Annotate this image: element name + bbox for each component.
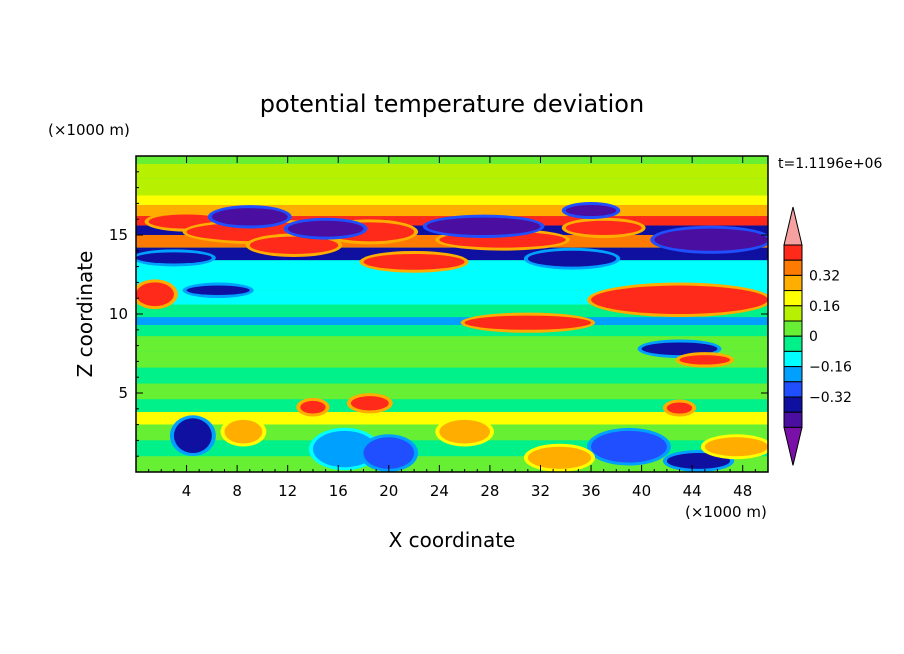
- y-tick-label: 5: [118, 384, 128, 402]
- x-tick-label: 32: [531, 482, 550, 500]
- x-tick-label: 36: [581, 482, 600, 500]
- x-tick-label: 28: [480, 482, 499, 500]
- y-axis-label: Z coordinate: [73, 251, 97, 378]
- colorbar-segment: [783, 259, 803, 276]
- feature-core: [300, 400, 326, 414]
- colorbar-segment: [783, 411, 803, 428]
- feature-core: [654, 228, 768, 251]
- field-band: [136, 325, 768, 337]
- field-band: [136, 367, 768, 384]
- colorbar-segment: [783, 396, 803, 413]
- x-tick-label: 8: [232, 482, 242, 500]
- feature-core: [136, 252, 212, 264]
- field-band: [136, 411, 768, 425]
- features-layer: [136, 201, 768, 472]
- feature-core: [641, 342, 718, 356]
- colorbar-segment: [783, 381, 803, 398]
- x-tick-label: 44: [683, 482, 702, 500]
- colorbar-segment: [783, 350, 803, 368]
- x-axis: 4 8 12 16 20 24 28 32 36 40 44 48: [148, 156, 756, 500]
- feature-core: [363, 437, 415, 469]
- colorbar-segment: [783, 274, 803, 292]
- feature-core: [704, 437, 768, 457]
- colorbar-label: −0.16: [809, 360, 852, 376]
- feature-core: [350, 396, 389, 411]
- colorbar-extend-bottom: [783, 426, 803, 466]
- feature-core: [464, 315, 592, 330]
- colorbar-segment: [783, 290, 803, 307]
- x-tick-label: 48: [733, 482, 752, 500]
- field-band: [136, 156, 768, 164]
- colorbar-segment: [783, 366, 803, 383]
- feature-core: [312, 430, 377, 468]
- colorbar-segment: [783, 244, 803, 261]
- y-tick-label: 15: [109, 226, 128, 244]
- field-band: [136, 399, 768, 412]
- x-tick-label: 12: [278, 482, 297, 500]
- field-band: [136, 383, 768, 400]
- feature-core: [666, 402, 693, 414]
- x-tick-label: 40: [632, 482, 651, 500]
- y-axis: 5 10 15: [109, 171, 768, 457]
- colorbar-segment: [783, 305, 803, 322]
- feature-core: [527, 250, 617, 267]
- x-tick-label: 16: [329, 482, 348, 500]
- feature-core: [666, 453, 731, 469]
- time-label: t=1.1196e+06: [778, 156, 882, 172]
- colorbar-label: −0.32: [809, 390, 852, 406]
- plot-area: [136, 156, 768, 472]
- field-band: [136, 163, 768, 179]
- feature-core: [224, 419, 263, 444]
- field-band: [136, 336, 768, 352]
- feature-core: [679, 355, 731, 365]
- colorbar-label: 0.16: [809, 299, 840, 315]
- y-unit-label: (×1000 m): [48, 121, 130, 139]
- field-band: [136, 195, 768, 205]
- feature-core: [426, 217, 541, 235]
- feature-core: [591, 285, 768, 314]
- y-tick-label: 10: [109, 305, 128, 323]
- colorbar-extend-top: [783, 206, 803, 246]
- feature-core: [173, 418, 212, 454]
- feature-core: [565, 204, 617, 217]
- feature-core: [363, 253, 465, 270]
- field-band: [136, 178, 768, 196]
- field-band: [136, 317, 768, 326]
- field-band: [136, 351, 768, 368]
- field-band: [136, 274, 768, 291]
- feature-core: [249, 236, 339, 254]
- feature-core: [591, 430, 667, 463]
- colorbar-label: 0: [809, 329, 818, 345]
- feature-core: [565, 220, 642, 235]
- x-tick-label: 4: [182, 482, 192, 500]
- field-band: [136, 204, 768, 217]
- colorbar-segment: [783, 320, 803, 337]
- x-axis-label: X coordinate: [389, 528, 516, 552]
- x-tick-label: 20: [379, 482, 398, 500]
- feature-core: [439, 419, 490, 444]
- feature-core: [211, 208, 288, 226]
- feature-core: [136, 282, 174, 307]
- feature-core: [527, 446, 592, 469]
- colorbar-segment: [783, 335, 803, 352]
- colorbar: 0.32 0.16 0 −0.16 −0.32: [783, 206, 852, 466]
- feature-core: [287, 220, 364, 237]
- chart-title: potential temperature deviation: [260, 90, 644, 118]
- feature-core: [186, 285, 250, 296]
- x-tick-label: 24: [430, 482, 449, 500]
- x-unit-label: (×1000 m): [685, 503, 767, 521]
- colorbar-label: 0.32: [809, 268, 840, 284]
